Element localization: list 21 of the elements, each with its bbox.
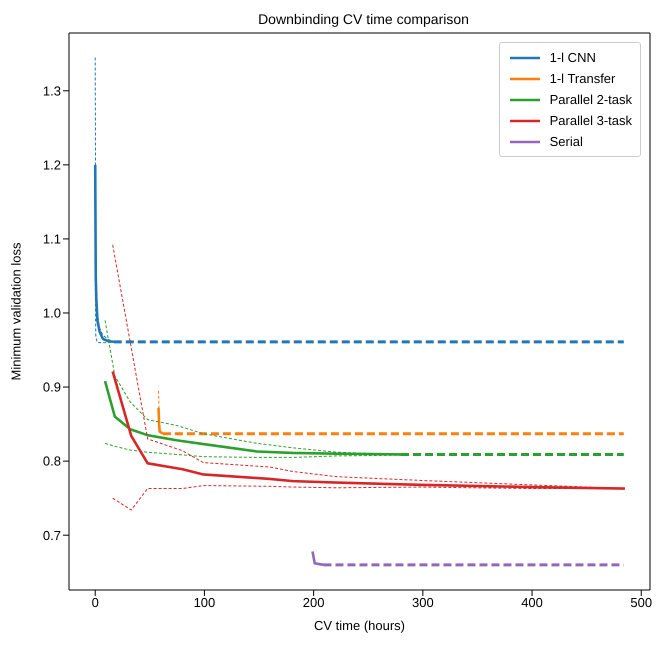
legend-label: Serial [550, 134, 583, 149]
x-tick-label: 200 [302, 595, 324, 610]
legend-label: 1-l Transfer [550, 71, 616, 86]
chart-title: Downbinding CV time comparison [257, 10, 470, 29]
x-tick-label: 500 [630, 595, 652, 610]
y-tick-label: 1.2 [42, 157, 61, 172]
x-tick-label: 300 [412, 595, 434, 610]
y-tick-label: 1.3 [42, 83, 61, 98]
y-tick-label: 0.9 [42, 380, 61, 395]
legend-label: Parallel 2-task [550, 92, 632, 107]
x-tick-label: 100 [194, 595, 216, 610]
x-tick-label: 400 [521, 595, 543, 610]
y-tick-label: 0.7 [42, 528, 61, 543]
y-tick-label: 0.8 [42, 454, 61, 469]
y-tick-label: 1.0 [42, 306, 61, 321]
x-axis-title: CV time (hours) [314, 618, 406, 633]
y-tick-label: 1.1 [42, 232, 61, 247]
legend-label: 1-l CNN [550, 50, 596, 65]
y-axis-title: Minimum validation loss [8, 242, 24, 380]
legend-label: Parallel 3-task [550, 113, 632, 128]
x-tick-label: 0 [92, 595, 99, 610]
